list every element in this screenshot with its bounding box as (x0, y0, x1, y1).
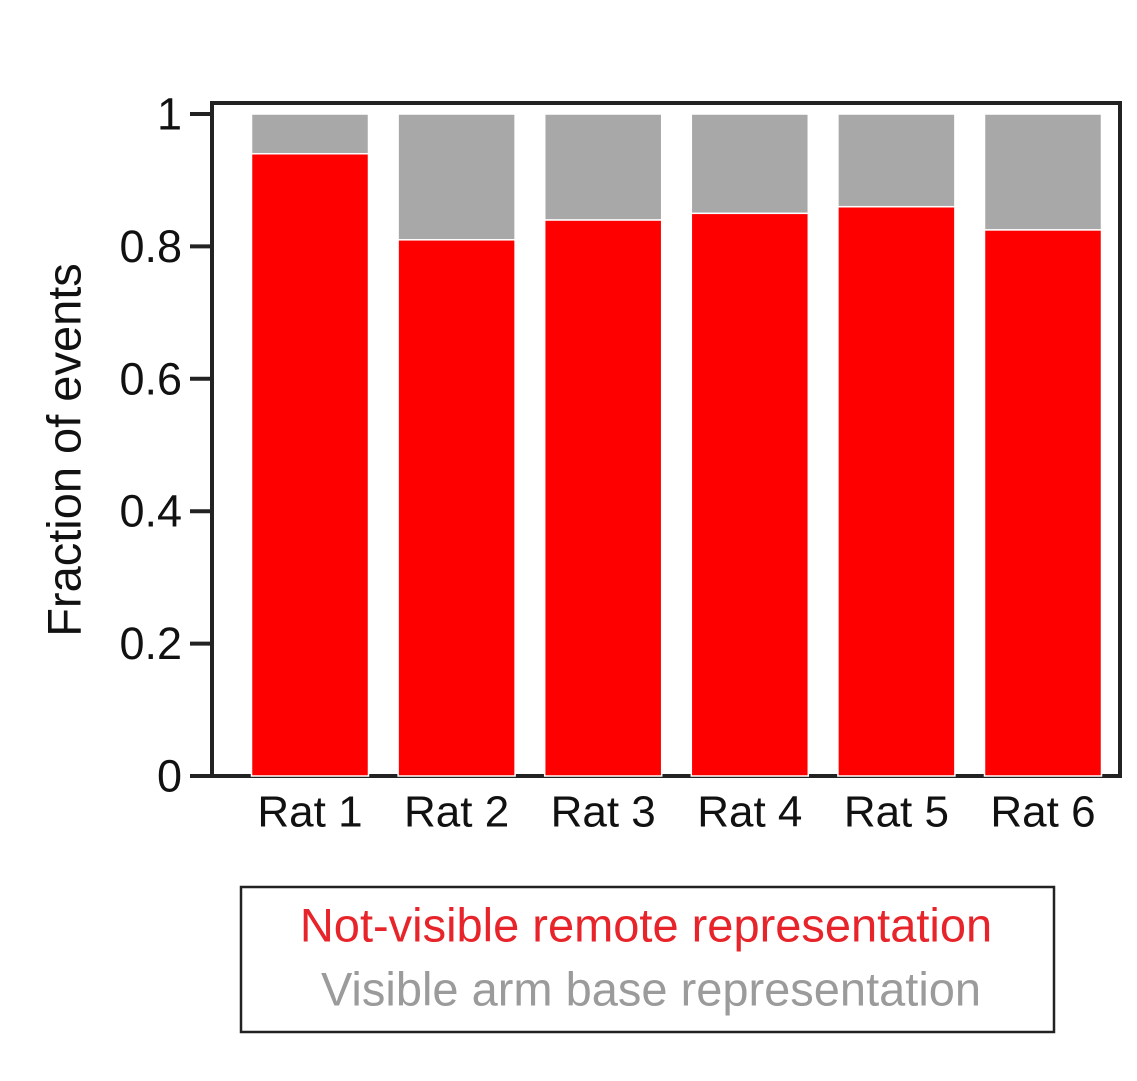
y-tick-label: 0.6 (119, 353, 182, 404)
bar-segment-not-visible-remote (837, 205, 956, 777)
y-tick-label: 0 (157, 751, 182, 802)
bar-segment-not-visible-remote (397, 239, 516, 777)
plot-frame (210, 101, 1122, 778)
bar-segment-visible-arm-base (543, 113, 663, 221)
bar-segment-not-visible-remote (690, 212, 810, 777)
x-tick-label: Rat 6 (990, 788, 1095, 837)
bar-segment-visible-arm-base (983, 113, 1103, 231)
legend-box (239, 885, 1056, 1034)
legend-entry-visible-arm-base: Visible arm base representation (321, 962, 981, 1015)
plot-area: 0 0.2 0.4 0.6 0.8 1 Rat 1 Rat 2 Rat 3 Rat 4 Rat 5 R… (119, 89, 1122, 837)
x-tick-label: Rat 2 (404, 788, 509, 837)
legend: Not-visible remote representation Visible… (239, 885, 1056, 1034)
x-tick-label: Rat 3 (551, 788, 656, 837)
bar-segment-not-visible-remote (250, 152, 370, 777)
x-tick-label: Rat 1 (257, 788, 362, 837)
y-tick-label: 0.2 (119, 618, 182, 669)
bar-segment-not-visible-remote (983, 229, 1103, 777)
x-tick-label: Rat 4 (697, 788, 802, 837)
y-tick-label: 1 (157, 89, 182, 140)
x-tick-label: Rat 5 (844, 788, 949, 837)
legend-entry-not-visible-remote: Not-visible remote representation (300, 898, 992, 951)
y-tick-label: 0.8 (119, 221, 182, 272)
bar-segment-visible-arm-base (397, 113, 516, 241)
bar-segment-visible-arm-base (837, 113, 956, 208)
bar-segment-not-visible-remote (543, 219, 663, 777)
y-axis-label: Fraction of events (37, 263, 90, 637)
bar-segment-visible-arm-base (250, 113, 370, 155)
y-tick-label: 0.4 (119, 486, 182, 537)
bar-segment-visible-arm-base (690, 113, 810, 215)
